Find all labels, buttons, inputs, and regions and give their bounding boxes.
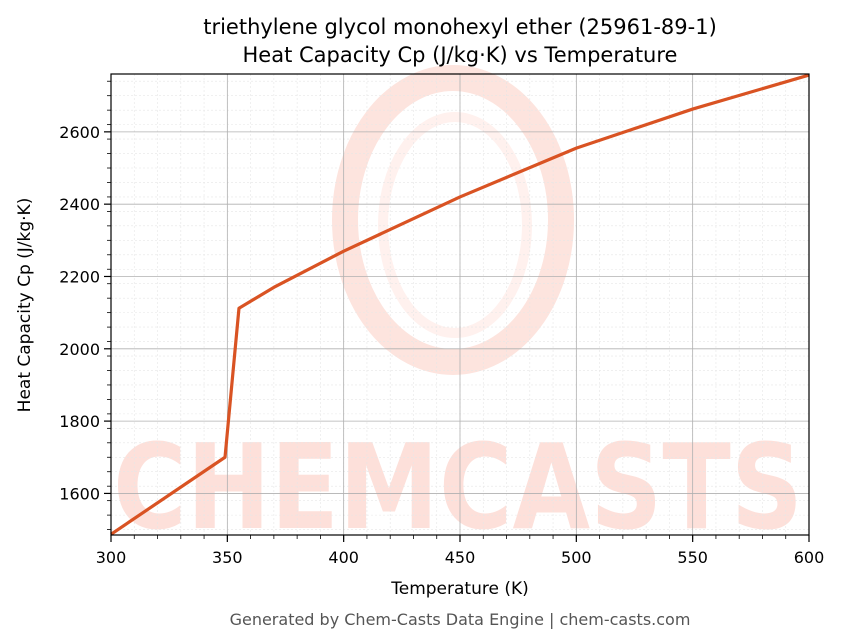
x-tick-label: 400 xyxy=(328,548,359,567)
y-tick-label: 2600 xyxy=(59,123,100,142)
x-tick-label: 450 xyxy=(445,548,476,567)
plot-area: 300 350 400 450 500 550 600 1600 1800 2000 2200 24… xyxy=(59,73,825,567)
x-tick-label: 350 xyxy=(212,548,243,567)
x-axis-label: Temperature (K) xyxy=(390,579,529,599)
x-tick-label: 550 xyxy=(677,548,708,567)
chemcasts-watermark: CHEMCASTS xyxy=(113,65,803,556)
y-tick-label: 2400 xyxy=(59,195,100,214)
x-tick-label: 300 xyxy=(96,548,127,567)
y-axis-label: Heat Capacity Cp (J/kg·K) xyxy=(15,198,35,413)
chart-title-line2: Heat Capacity Cp (J/kg·K) vs Temperature xyxy=(243,43,678,67)
y-tick-label: 2200 xyxy=(59,267,100,286)
y-axis-ticks: 1600 1800 2000 2200 2400 2600 xyxy=(59,80,111,530)
series-layer xyxy=(110,73,810,536)
y-tick-label: 2000 xyxy=(59,340,100,359)
watermark-swirl-inner xyxy=(378,112,532,338)
y-tick-label: 1800 xyxy=(59,412,100,431)
footer-credit: Generated by Chem-Casts Data Engine | ch… xyxy=(230,610,691,629)
x-axis-ticks: 300 350 400 450 500 550 600 xyxy=(96,535,825,567)
cp-series-line xyxy=(110,73,810,536)
y-tick-label: 1600 xyxy=(59,484,100,503)
watermark-swirl xyxy=(332,65,574,375)
x-tick-label: 600 xyxy=(794,548,825,567)
x-tick-label: 500 xyxy=(561,548,592,567)
chart-title-line1: triethylene glycol monohexyl ether (2596… xyxy=(203,15,717,39)
